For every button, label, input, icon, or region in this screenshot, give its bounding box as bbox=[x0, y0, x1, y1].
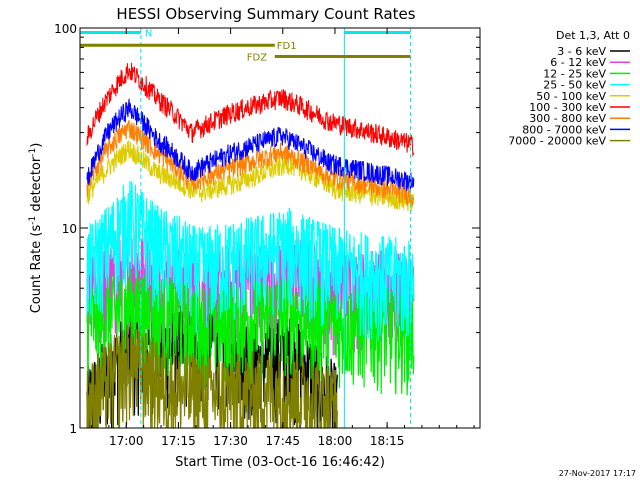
x-axis-label: Start Time (03-Oct-16 16:46:42) bbox=[175, 455, 385, 470]
y-tick-label-1: 10 bbox=[62, 222, 77, 236]
y-tick-label-0: 1 bbox=[69, 422, 77, 436]
series-line-7 bbox=[86, 98, 415, 193]
y-axis-label-tail: detector bbox=[29, 156, 44, 216]
legend-label-0: 3 - 6 keV bbox=[557, 45, 606, 58]
y-axis-label-sup2: -1 bbox=[28, 148, 38, 157]
y-axis-label-end: ) bbox=[29, 143, 44, 148]
x-tick-label-4: 18:00 bbox=[318, 434, 353, 448]
series-line-2 bbox=[86, 266, 415, 396]
x-tick-label-3: 17:45 bbox=[265, 434, 300, 448]
legend-label-2: 12 - 25 keV bbox=[543, 67, 606, 80]
x-axis: 17:00 17:15 17:30 17:45 18:00 18:15 bbox=[90, 28, 475, 448]
series-line-6 bbox=[86, 119, 415, 206]
x-tick-label-0: 17:00 bbox=[109, 434, 144, 448]
legend-label-8: 7000 - 20000 keV bbox=[508, 135, 606, 148]
flag-label-fdz: FDZ bbox=[247, 53, 267, 64]
legend-label-5: 100 - 300 keV bbox=[529, 101, 606, 114]
flag-label-n: N bbox=[145, 28, 152, 39]
legend-label-4: 50 - 100 keV bbox=[536, 90, 606, 103]
y-tick-label-2: 100 bbox=[54, 22, 77, 36]
x-tick-label-2: 17:30 bbox=[213, 434, 248, 448]
legend-title: Det 1,3, Att 0 bbox=[556, 29, 630, 42]
series-line-8 bbox=[86, 324, 338, 429]
series-line-5 bbox=[86, 62, 415, 158]
x-tick-label-5: 18:15 bbox=[370, 434, 405, 448]
legend-label-3: 25 - 50 keV bbox=[543, 79, 606, 92]
y-axis: 1 10 100 bbox=[54, 22, 480, 436]
chart-title: HESSI Observing Summary Count Rates bbox=[116, 5, 415, 23]
legend-label-1: 6 - 12 keV bbox=[550, 56, 606, 69]
legend-label-6: 300 - 800 keV bbox=[529, 112, 606, 125]
plot-area: N FD1 FDZ bbox=[80, 28, 415, 429]
flag-label-fd1: FD1 bbox=[277, 41, 297, 52]
footer-timestamp: 27-Nov-2017 17:17 bbox=[559, 469, 636, 478]
y-axis-label: Count Rate (s-1 detector-1) bbox=[28, 143, 44, 314]
x-tick-label-1: 17:15 bbox=[161, 434, 196, 448]
legend-label-7: 800 - 7000 keV bbox=[522, 123, 606, 136]
series-line-3 bbox=[86, 180, 415, 341]
y-axis-label-main: Count Rate (s bbox=[29, 225, 44, 314]
y-axis-label-sup: -1 bbox=[28, 216, 38, 225]
